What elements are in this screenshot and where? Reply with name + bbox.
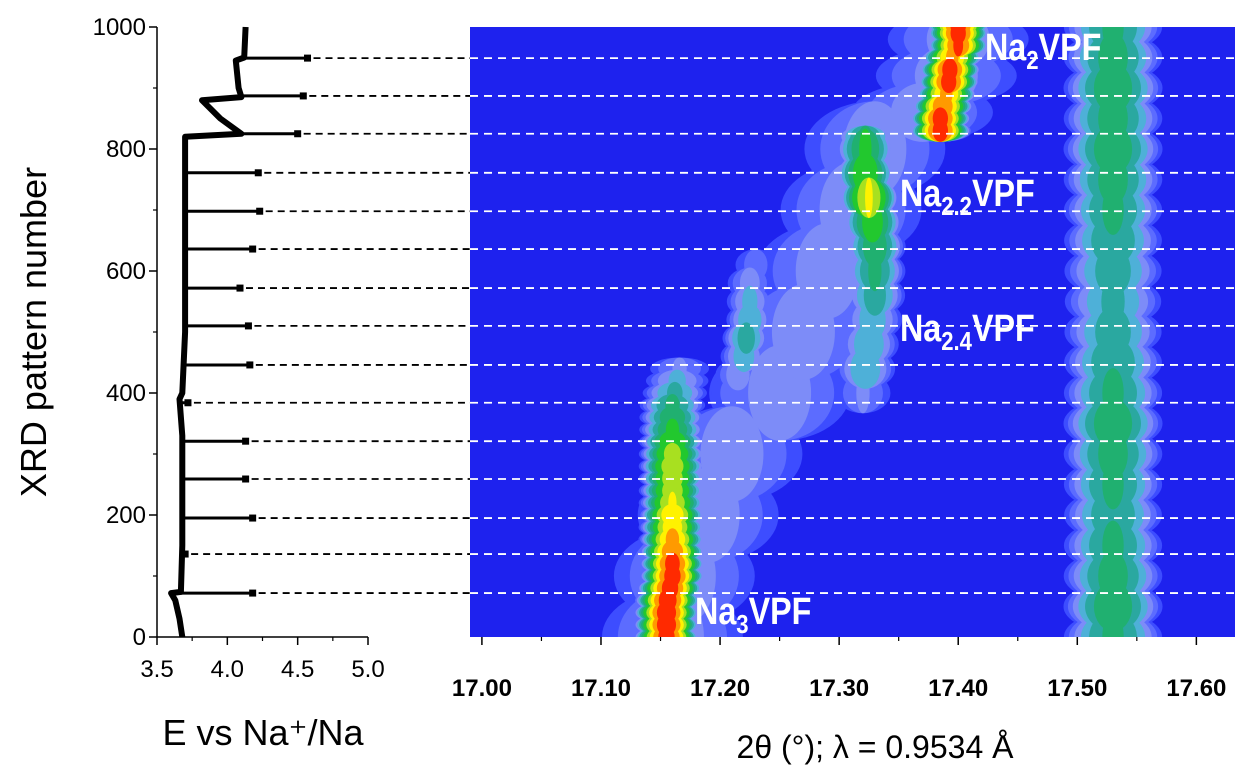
x-axis-label: 2θ (°); λ = 0.9534 Å	[737, 729, 1015, 765]
phase-label-rest: VPF	[1039, 27, 1102, 69]
heat-contour	[659, 406, 686, 429]
y-tick-label: 200	[106, 502, 146, 529]
heat-contour	[665, 552, 680, 575]
relaxation-marker	[242, 475, 250, 483]
relaxation-marker	[294, 130, 302, 138]
heat-contour	[665, 418, 680, 441]
x-tick-label: 17.00	[452, 675, 512, 702]
phase-label-sub: 2.2	[941, 192, 972, 221]
x-tick-label: 17.40	[928, 675, 988, 702]
heat-contour	[865, 177, 873, 219]
y-tick-label: 0	[133, 624, 146, 651]
relaxation-marker	[249, 589, 257, 597]
heat-contour	[700, 406, 764, 502]
phase-label: Na2.4VPF	[900, 308, 1035, 357]
x-tick-label: 4.0	[211, 656, 244, 683]
y-axis-label: XRD pattern number	[13, 167, 54, 497]
phase-label-sub: 2.4	[941, 327, 972, 356]
heat-contour	[737, 322, 755, 354]
heat-contour	[742, 285, 758, 318]
phase-label-sub: 2	[1026, 46, 1038, 75]
x-tick-label: 3.5	[140, 656, 173, 683]
heat-contour	[932, 107, 949, 130]
phase-label-rest: VPF	[972, 173, 1035, 215]
x-tick-label: 17.30	[809, 675, 869, 702]
heat-contour	[942, 58, 958, 81]
relaxation-marker	[236, 284, 244, 292]
phase-label: Na2VPF	[985, 27, 1101, 76]
heat-contour	[950, 27, 966, 34]
heat-contour	[1098, 32, 1128, 83]
y-tick-label: 600	[106, 258, 146, 285]
heat-contour	[668, 491, 677, 514]
phase-label-text: Na	[900, 173, 942, 215]
voltage-curve	[168, 26, 249, 638]
relaxation-marker	[254, 169, 262, 177]
relaxation-marker	[184, 399, 192, 407]
heat-contour	[1098, 551, 1128, 601]
phase-label-text: Na	[695, 591, 737, 633]
phase-label-sub: 3	[736, 610, 748, 639]
x-tick-label: 17.20	[690, 675, 750, 702]
phase-label-rest: VPF	[972, 308, 1035, 350]
heat-contour	[859, 128, 872, 170]
heat-contour	[1102, 368, 1124, 418]
heat-contour	[661, 503, 684, 527]
x-axis-label: E vs Na⁺/Na	[162, 712, 364, 753]
relaxation-marker	[304, 54, 312, 62]
x-tick-label: 4.5	[281, 656, 314, 683]
relaxation-marker	[249, 245, 257, 253]
relaxation-marker	[299, 92, 307, 100]
x-tick-label: 17.50	[1047, 675, 1107, 702]
phase-label-rest: VPF	[749, 591, 812, 633]
heat-contour	[1095, 307, 1131, 357]
heat-contour	[1093, 398, 1133, 449]
y-tick-label: 400	[106, 380, 146, 407]
phase-label: Na2.2VPF	[900, 173, 1035, 222]
relaxation-marker	[244, 322, 252, 330]
heat-contour	[663, 442, 681, 466]
relaxation-marker	[249, 514, 257, 522]
heat-contour	[1102, 27, 1124, 52]
heat-contour	[665, 528, 680, 551]
relaxation-marker	[256, 207, 264, 215]
x-tick-label: 17.10	[571, 675, 631, 702]
x-tick-label: 17.60	[1166, 675, 1226, 702]
relaxation-marker	[242, 437, 250, 445]
phase-label: Na3VPF	[695, 591, 811, 640]
heat-contour	[665, 394, 680, 417]
y-tick-label: 800	[106, 136, 146, 163]
heat-contour	[1102, 520, 1124, 571]
relaxation-marker	[246, 361, 254, 369]
relaxation-marker	[181, 550, 189, 558]
y-tick-label: 1000	[93, 14, 146, 41]
phase-label-text: Na	[985, 27, 1027, 69]
heatmap	[470, 27, 1235, 637]
phase-label-text: Na	[900, 308, 942, 350]
x-tick-label: 5.0	[351, 656, 384, 683]
